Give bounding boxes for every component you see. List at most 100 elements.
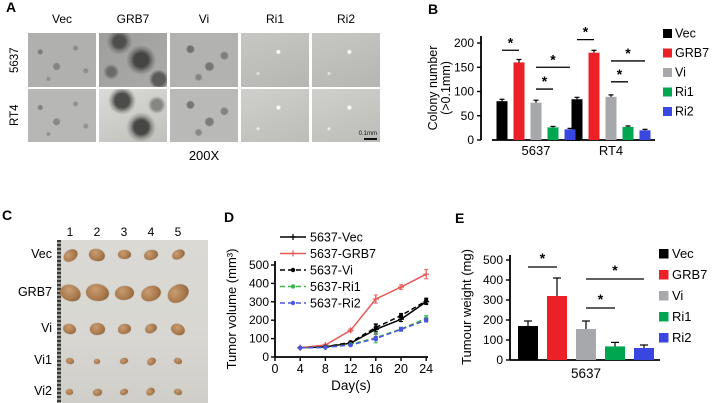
colony-image-5637-Ri2 [312, 33, 380, 87]
d-y-axis-label: Tumor volume (mm³) [224, 249, 239, 370]
b-significance-star: * [508, 34, 514, 50]
b-legend-label-Vi: Vi [675, 66, 686, 80]
panel-d-label: D [224, 209, 235, 225]
e-group-label-5637: 5637 [571, 366, 601, 381]
e-ytick-500: 500 [483, 253, 503, 267]
b-group-label-5637: 5637 [522, 143, 551, 158]
b-ytick-50: 50 [461, 109, 475, 123]
panel-a-label: A [6, 0, 17, 15]
d-xtick-20: 20 [394, 362, 408, 376]
colony-image-RT4-GRB7 [99, 89, 167, 142]
column-label-Vec: Vec [51, 12, 72, 26]
tumor-row-label-Vi2: Vi2 [34, 384, 52, 398]
d-line-5637-Ri1 [300, 317, 427, 349]
b-significance-star: * [583, 24, 589, 40]
d-xtick-24: 24 [419, 362, 433, 376]
b-legend-label-Ri2: Ri2 [675, 105, 694, 119]
e-ytick-400: 400 [483, 273, 503, 287]
column-label-GRB7: GRB7 [116, 12, 150, 26]
b-legend-swatch-Vec [663, 29, 672, 38]
d-legend-label-5637-Vi: 5637-Vi [310, 264, 353, 278]
d-legend-label-5637-Ri2: 5637-Ri2 [310, 297, 361, 311]
b-ytick-150: 150 [454, 60, 474, 74]
tumor-Vi1-2 [93, 358, 100, 364]
d-ytick-100: 100 [249, 332, 269, 346]
e-legend-swatch-Ri2 [659, 333, 669, 343]
panel-b: B 0 50 100 150 200 Colony number(>0.1mm) 5637 R… [415, 0, 712, 180]
e-legend-swatch-Vi [659, 291, 669, 301]
scale-bar: 0.1mm [359, 131, 377, 140]
e-ytick-200: 200 [483, 313, 503, 327]
e-legend-swatch-GRB7 [659, 270, 669, 280]
tumor-volume-line-chart: 0 100 200 300 400 500 0 4 8 12 16 20 24 Day(s) Tumor v… [224, 231, 433, 394]
d-ytick-0: 0 [262, 350, 269, 364]
d-xtick-12: 12 [344, 362, 358, 376]
d-ytick-200: 200 [249, 313, 269, 327]
b-bar-Ri1-5637 [547, 127, 559, 140]
e-ytick-0: 0 [496, 353, 503, 367]
e-significance-star: * [598, 291, 604, 307]
colony-image-RT4-Vi [170, 89, 238, 142]
d-line-5637-Ri2 [300, 319, 427, 349]
e-significance-star: * [612, 262, 618, 278]
e-bar-Ri1 [605, 346, 625, 360]
e-bar-Vec [518, 326, 538, 360]
b-ytick-100: 100 [454, 85, 474, 99]
d-line-5637-Vi [300, 300, 427, 349]
b-bar-Vi-RT4 [605, 96, 617, 140]
colony-image-5637-Vec [28, 33, 96, 87]
d-xtick-16: 16 [369, 362, 383, 376]
column-label-Vi: Vi [198, 12, 210, 26]
b-bar-GRB7-5637 [513, 62, 525, 140]
b-legend-label-Vec: Vec [675, 27, 696, 41]
b-legend-swatch-GRB7 [663, 48, 672, 58]
colony-image-grid: 0.1mm [28, 33, 380, 142]
d-xtick-4: 4 [297, 362, 304, 376]
magnification-label: 200X [188, 148, 220, 163]
d-ytick-300: 300 [249, 295, 269, 309]
e-legend-swatch-Vec [659, 249, 669, 259]
e-ytick-100: 100 [483, 333, 503, 347]
b-y-axis-label: Colony number(>0.1mm) [426, 46, 453, 131]
b-significance-star: * [625, 45, 631, 61]
d-line-5637-Vec [300, 301, 427, 349]
e-legend-label-Vec: Vec [672, 246, 694, 261]
panel-a-column-labels: Vec GRB7 Vi Ri1 Ri2 [28, 12, 380, 26]
b-bar-Ri1-RT4 [622, 126, 634, 140]
panel-b-label: B [428, 1, 439, 17]
d-xtick-0: 0 [272, 362, 279, 376]
e-bar-Ri2 [634, 348, 654, 360]
d-xtick-8: 8 [322, 362, 329, 376]
b-bar-Ri2-5637 [564, 129, 576, 140]
colony-image-RT4-Ri2: 0.1mm [312, 89, 380, 142]
ruler [57, 240, 61, 403]
e-y-axis-label: Tumour weight (mg) [459, 249, 474, 365]
d-ytick-500: 500 [249, 258, 269, 272]
b-significance-star: * [550, 51, 556, 67]
b-legend-swatch-Ri2 [663, 107, 672, 116]
colony-image-RT4-Vec [28, 89, 96, 142]
tumor-row-label-Vi: Vi [41, 321, 52, 335]
tumor-Vi2-2 [92, 388, 102, 396]
panel-c: C 1 2 3 4 5 Vec GRB7 Vi Vi1 Vi2 [0, 205, 218, 403]
b-ytick-0: 0 [467, 133, 474, 147]
e-bar-Vi [576, 329, 596, 360]
tumor-row-label-Vec: Vec [31, 247, 52, 261]
e-legend-label-Vi: Vi [672, 288, 683, 303]
panel-c-label: C [2, 207, 13, 223]
b-bar-Ri2-RT4 [639, 130, 651, 140]
tumor-column-number-3: 3 [120, 225, 128, 239]
row-label-RT4: RT4 [9, 104, 21, 127]
e-ytick-300: 300 [483, 293, 503, 307]
e-legend-label-GRB7: GRB7 [672, 267, 707, 282]
d-ytick-400: 400 [249, 276, 269, 290]
b-bar-GRB7-RT4 [588, 52, 600, 141]
b-group-label-RT4: RT4 [599, 143, 623, 158]
e-legend-swatch-Ri1 [659, 312, 669, 322]
tumor-Vi-2 [88, 322, 105, 336]
scale-bar-label: 0.1mm [358, 130, 377, 137]
b-bar-Vec-5637 [496, 101, 508, 140]
b-significance-star: * [542, 73, 548, 89]
d-legend-label-5637-Ri1: 5637-Ri1 [310, 280, 361, 294]
